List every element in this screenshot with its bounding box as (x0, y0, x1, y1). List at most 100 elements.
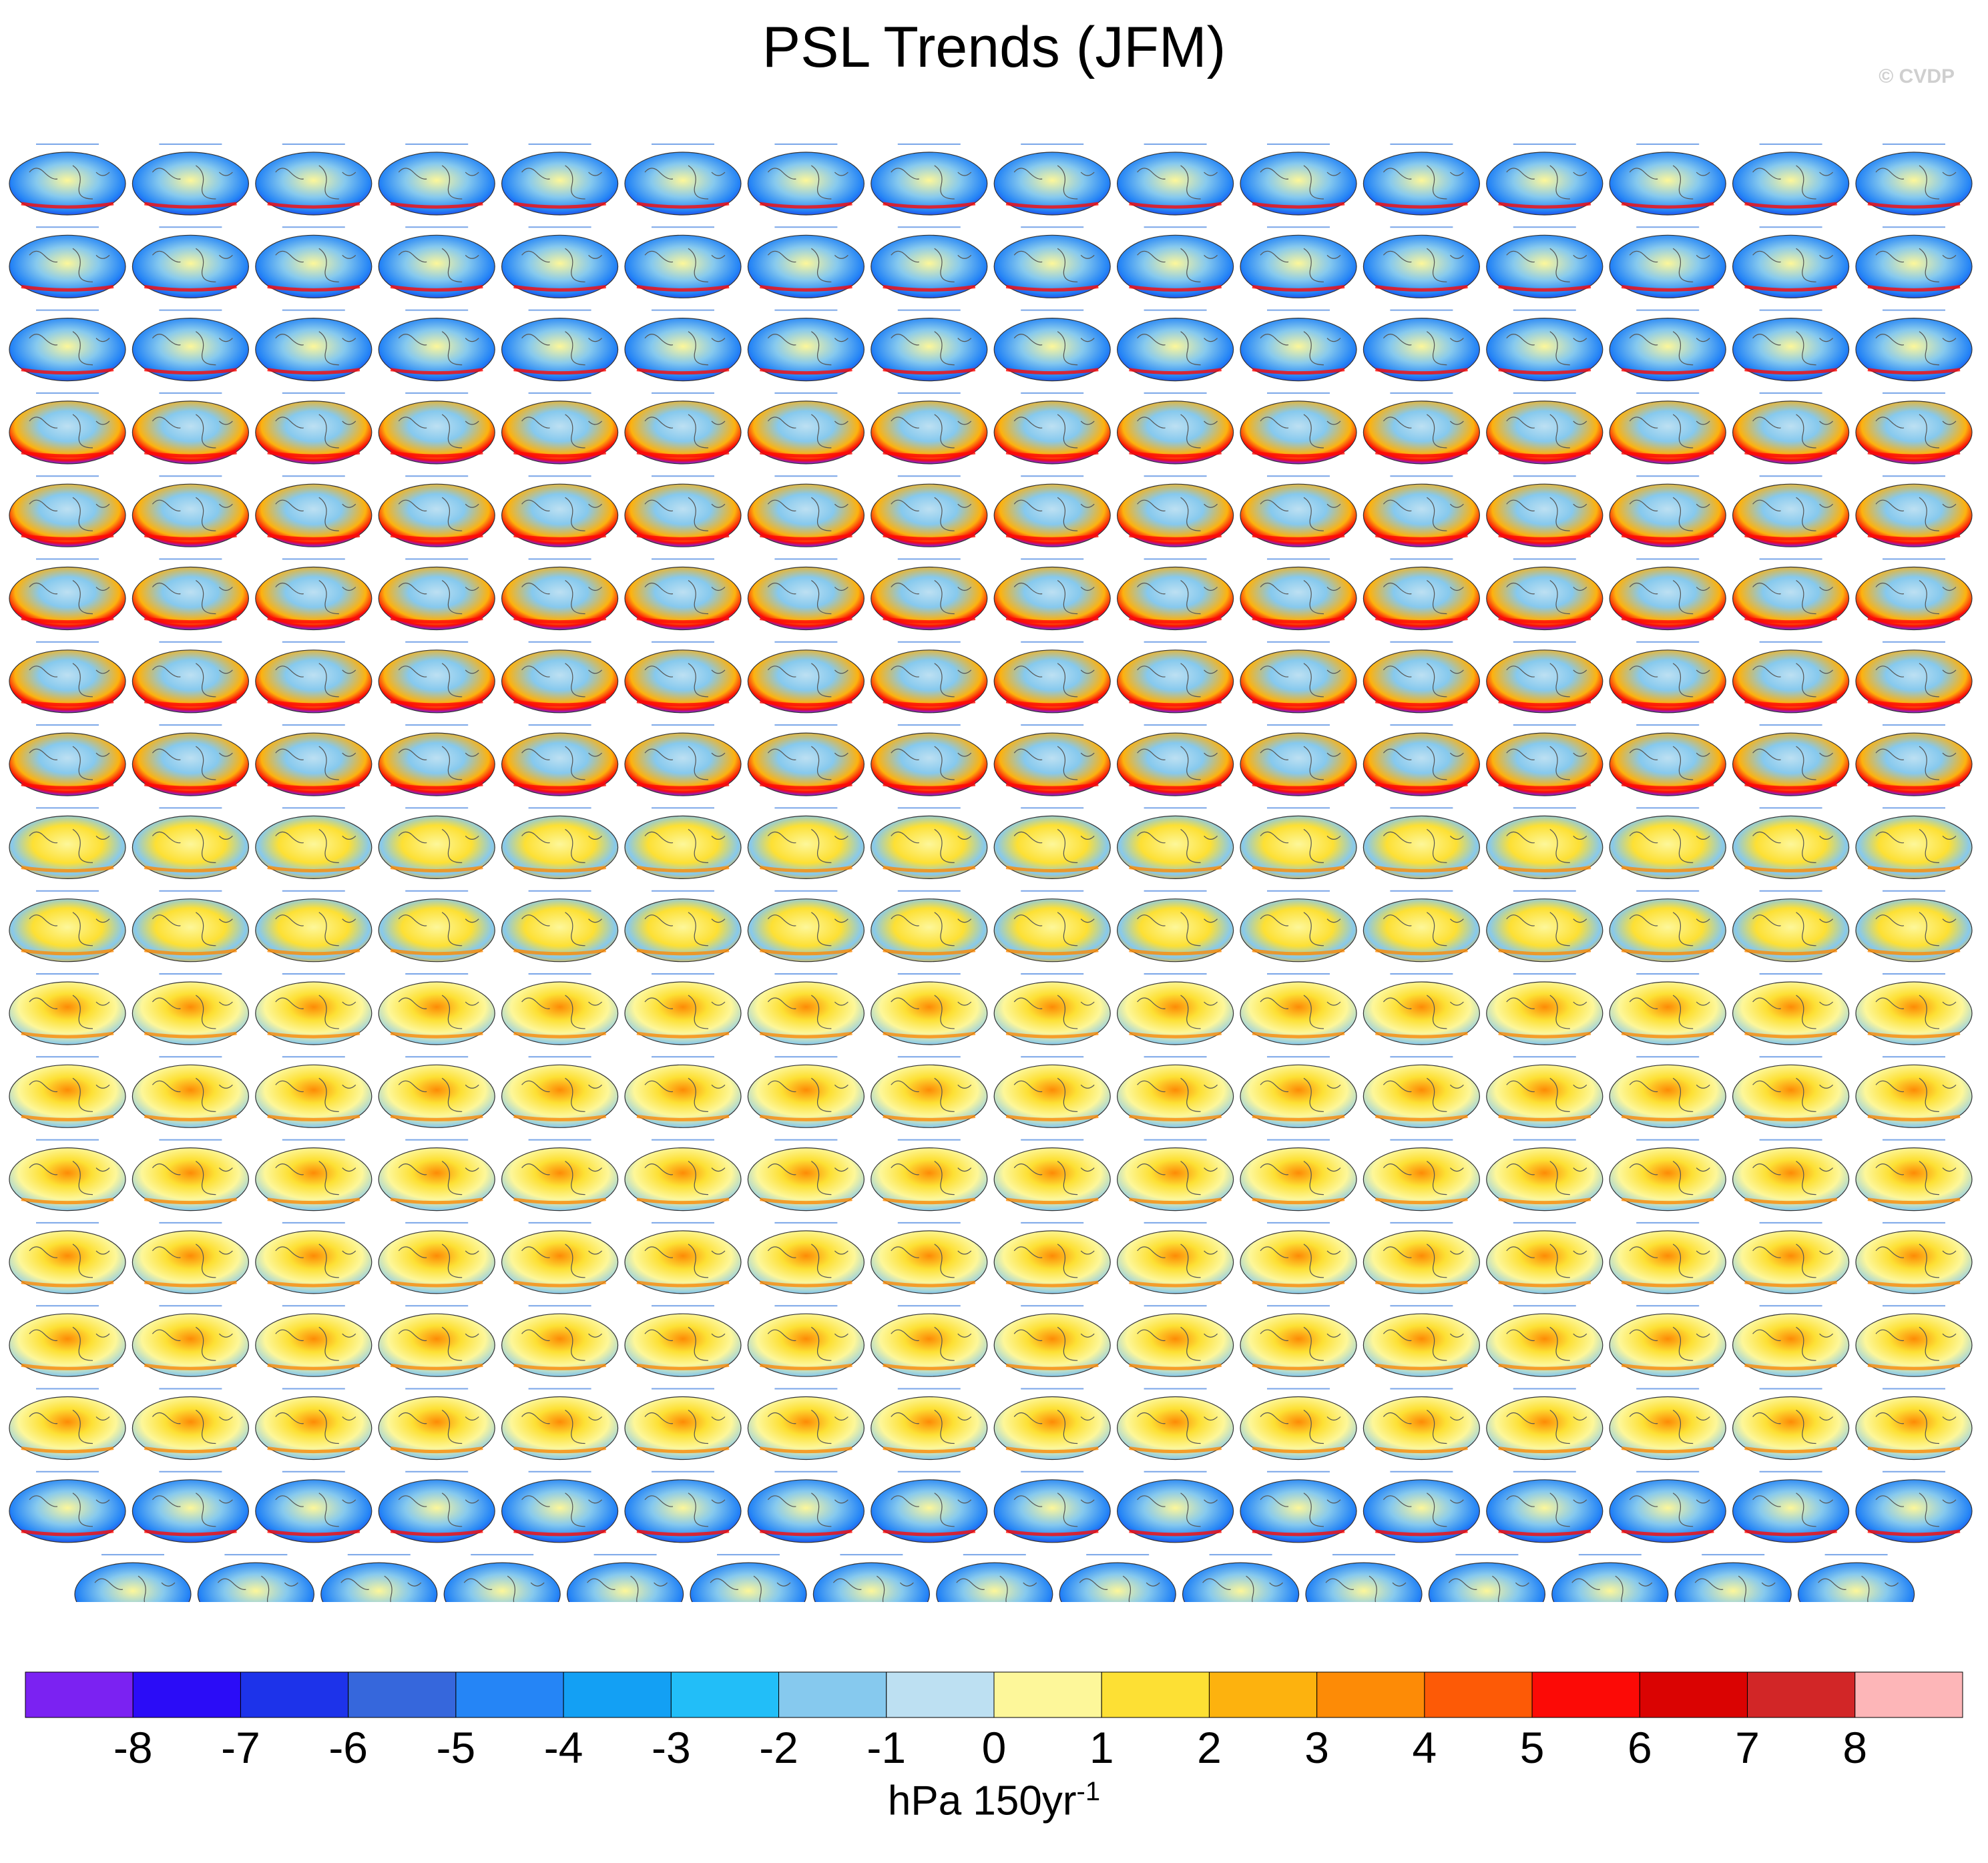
map-panel (9, 309, 126, 382)
map-ellipse (255, 1313, 372, 1377)
map-ellipse (871, 234, 988, 298)
map-ellipse (1486, 1064, 1603, 1128)
southern-band (144, 1197, 237, 1205)
map-panel (9, 392, 126, 465)
map-ellipse (993, 401, 1111, 465)
coastline (767, 497, 848, 531)
map-ellipse (1609, 152, 1726, 216)
coastline (1506, 828, 1587, 863)
southern-band (390, 368, 483, 375)
southern-band (1498, 617, 1591, 624)
coastline (1752, 828, 1834, 863)
coastline (767, 1493, 848, 1527)
coastline (767, 663, 848, 698)
map-panel-grid (9, 144, 1973, 1602)
coastline (521, 1493, 603, 1527)
southern-band (1375, 368, 1468, 375)
map-panel (1362, 1139, 1480, 1212)
map-panel (132, 226, 249, 298)
map-ellipse (1855, 483, 1973, 547)
map-ellipse (1486, 401, 1603, 465)
coastline (1506, 912, 1587, 947)
coastline (29, 165, 110, 200)
southern-band (1005, 1280, 1099, 1288)
map-panel (132, 807, 249, 880)
southern-band (636, 1529, 730, 1537)
southern-band (144, 451, 237, 458)
southern-band (1867, 617, 1961, 624)
map-panel (1362, 475, 1480, 547)
southern-band (1867, 284, 1961, 292)
map-ellipse (1240, 401, 1357, 465)
map-ellipse (1732, 1147, 1850, 1212)
map-panel (1116, 724, 1234, 796)
map-ellipse (1609, 981, 1726, 1045)
southern-band (1252, 1197, 1345, 1205)
coastline (1629, 414, 1710, 449)
map-ellipse (255, 152, 372, 216)
southern-band (636, 202, 730, 209)
southern-band (1252, 1114, 1345, 1121)
map-panel (1059, 1554, 1176, 1602)
map-panel (255, 392, 372, 465)
map-panel (1609, 973, 1726, 1045)
southern-band (636, 1280, 730, 1288)
coastline (832, 1575, 914, 1602)
map-ellipse (1240, 981, 1357, 1045)
map-ellipse (501, 649, 619, 714)
map-ellipse (1609, 317, 1726, 382)
southern-band (1252, 1446, 1345, 1454)
southern-band (1129, 1197, 1222, 1205)
coastline (275, 1493, 356, 1527)
map-ellipse (747, 152, 865, 216)
coastline (1260, 1410, 1341, 1444)
map-ellipse (1855, 1147, 1973, 1212)
southern-band (760, 700, 852, 707)
map-ellipse (255, 732, 372, 796)
map-ellipse (1609, 1313, 1726, 1377)
southern-band (1129, 533, 1222, 541)
southern-band (1621, 1114, 1714, 1121)
map-ellipse (871, 1396, 988, 1460)
colorbar-box (132, 1671, 241, 1718)
map-panel (1240, 558, 1357, 631)
colorbar-tick-label: 2 (1197, 1723, 1222, 1772)
map-panel (624, 890, 742, 963)
coastline (1013, 1410, 1095, 1444)
coastline (1137, 331, 1218, 366)
coastline (1260, 1161, 1341, 1195)
map-ellipse (378, 1313, 495, 1377)
southern-band (144, 368, 237, 375)
southern-band (883, 451, 976, 458)
coastline (1875, 1161, 1957, 1195)
southern-band (1129, 451, 1222, 458)
map-ellipse (1362, 815, 1480, 880)
map-ellipse (1059, 1562, 1176, 1602)
southern-band (1005, 1197, 1099, 1205)
map-ellipse (1855, 732, 1973, 796)
coastline (29, 1326, 110, 1361)
coastline (398, 414, 479, 449)
map-ellipse (1362, 1479, 1480, 1543)
map-ellipse (132, 649, 249, 714)
southern-band (513, 700, 606, 707)
coastline (1629, 828, 1710, 863)
southern-band (513, 949, 606, 956)
map-panel (1240, 392, 1357, 465)
coastline (891, 828, 972, 863)
map-panel (255, 1388, 372, 1460)
coastline (891, 248, 972, 282)
coastline (275, 497, 356, 531)
map-ellipse (501, 152, 619, 216)
map-panel (1855, 1056, 1973, 1128)
southern-band (1129, 1280, 1222, 1288)
map-panel (501, 1305, 619, 1377)
southern-band (760, 284, 852, 292)
map-ellipse (74, 1562, 192, 1602)
southern-band (760, 1446, 852, 1454)
coastline (1752, 248, 1834, 282)
map-ellipse (1362, 234, 1480, 298)
southern-band (390, 949, 483, 956)
colorbar-tick-label: -4 (544, 1723, 583, 1772)
map-ellipse (993, 1064, 1111, 1128)
